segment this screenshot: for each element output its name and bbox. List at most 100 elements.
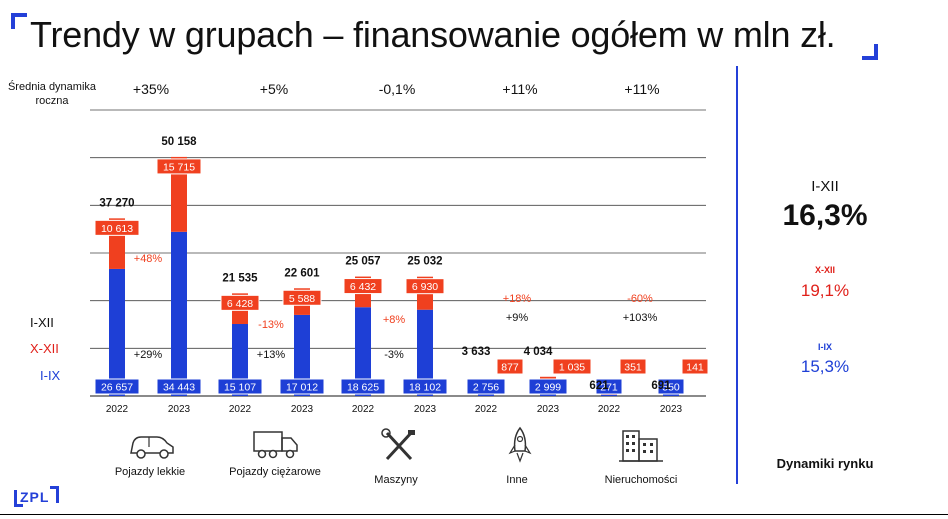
i-ix-value-label: 26 657 (101, 382, 133, 394)
i-ix-value-label: 2 999 (535, 382, 561, 394)
logo: ZPL (20, 489, 50, 505)
category-label-pojazdy-ciezarowe: Pojazdy ciężarowe (229, 466, 321, 478)
year-label: 2023 (660, 404, 683, 415)
year-label: 2022 (106, 404, 129, 415)
market-full-label: I-XII (811, 178, 839, 195)
market-q13-label: I-IX (817, 342, 832, 352)
x-xii-value-box (282, 289, 322, 306)
year-label: 2023 (168, 404, 191, 415)
x-xii-value-box (220, 294, 260, 311)
dynamics-i-ix: +103% (623, 312, 658, 324)
rocket-icon (495, 425, 545, 465)
x-xii-value-box (681, 358, 709, 375)
i-ix-value-label: 34 443 (163, 382, 195, 394)
i-ix-value-box (217, 378, 263, 395)
total-value-label: 25 032 (407, 256, 442, 268)
year-label: 2023 (291, 404, 314, 415)
year-label: 2022 (352, 404, 375, 415)
i-ix-value-box (657, 378, 685, 395)
x-xii-value-label: 351 (624, 362, 642, 374)
building-icon (617, 425, 667, 465)
total-value-label: 37 270 (99, 197, 134, 209)
x-xii-value-label: 5 588 (289, 293, 315, 305)
avg-growth-inne: +11% (502, 81, 538, 97)
year-label: 2022 (229, 404, 252, 415)
bar-i-ix (355, 307, 371, 396)
dynamics-i-ix: +13% (257, 349, 286, 361)
logo-bracket-right (50, 486, 59, 503)
category-label-nieruchomosci: Nieruchomości (604, 474, 678, 486)
year-label: 2023 (414, 404, 437, 415)
market-q13-value: 15,3% (800, 357, 850, 376)
dynamics-x-xii: +8% (383, 314, 406, 326)
bar-i-ix (171, 231, 187, 396)
bar-i-ix (232, 323, 248, 396)
dynamics-i-ix: -3% (384, 349, 404, 361)
x-xii-value-box (552, 358, 592, 375)
i-ix-value-label: 17 012 (286, 382, 318, 394)
i-ix-value-label: 2 756 (473, 382, 499, 394)
i-ix-value-box (279, 378, 325, 395)
dynamics-x-xii: -13% (258, 319, 284, 331)
i-ix-value-label: 15 107 (224, 382, 256, 394)
x-xii-value-box (343, 278, 383, 295)
avg-growth-maszyny: -0,1% (378, 81, 416, 97)
i-ix-value-box (402, 378, 448, 395)
x-xii-value-label: 6 432 (350, 281, 376, 293)
category-label-pojazdy-lekkie: Pojazdy lekkie (114, 466, 186, 478)
total-value-label: 621 (589, 380, 609, 392)
avg-dynamics-label: Średnia dynamika roczna (7, 81, 97, 107)
dynamics-x-xii: -60% (627, 293, 653, 305)
bar-i-ix (294, 314, 310, 396)
total-value-label: 21 535 (222, 272, 258, 284)
total-value-label: 50 158 (161, 136, 197, 148)
avg-growth-pojazdy-lekkie: +35% (132, 81, 170, 97)
truck-icon (251, 427, 301, 467)
category-label-inne: Inne (506, 474, 528, 486)
i-ix-value-box (156, 378, 202, 395)
tools-icon (375, 427, 425, 467)
i-ix-value-box (595, 378, 623, 395)
year-label: 2022 (475, 404, 498, 415)
i-ix-value-box (528, 378, 568, 395)
x-xii-value-box (619, 358, 647, 375)
total-value-label: 691 (651, 380, 671, 392)
i-ix-value-box (94, 378, 140, 395)
x-xii-value-box (496, 358, 524, 375)
x-xii-value-label: 141 (686, 362, 704, 374)
i-ix-value-label: 271 (600, 382, 618, 394)
bottom-rule (0, 514, 948, 515)
avg-growth-nieruchomosci: +11% (624, 81, 660, 97)
page-title: Trendy w grupach – finansowanie ogółem w… (30, 14, 836, 55)
bar-i-ix (109, 268, 125, 396)
title-corner-top-left (11, 13, 27, 29)
divider-line (736, 66, 738, 484)
car-icon (127, 427, 177, 467)
category-label-maszyny: Maszyny (374, 474, 418, 486)
market-q4-label: X-XII (814, 265, 835, 275)
total-value-label: 25 057 (345, 256, 380, 268)
dynamics-i-ix: +29% (134, 349, 163, 361)
bar-i-ix (417, 309, 433, 396)
i-ix-value-label: 18 102 (409, 382, 441, 394)
bar-i-ix (663, 393, 679, 396)
x-xii-value-box (156, 158, 202, 175)
x-xii-value-box (94, 219, 140, 236)
year-label: 2022 (598, 404, 621, 415)
x-xii-value-label: 1 035 (559, 362, 585, 374)
x-xii-value-label: 877 (501, 362, 519, 374)
bar-i-ix (601, 394, 617, 396)
legend-i-ix: I-IX (40, 368, 61, 383)
dynamics-x-xii: +48% (134, 253, 163, 265)
x-xii-value-label: 15 715 (163, 161, 195, 173)
legend-x-xii: X-XII (30, 341, 59, 356)
market-full-value: 16,3% (782, 199, 868, 232)
market-dynamics-label: Dynamiki rynku (776, 456, 874, 471)
market-q4-value: 19,1% (800, 281, 850, 300)
i-ix-value-label: 18 625 (347, 382, 379, 394)
legend-i-xii: I-XII (30, 315, 54, 330)
logo-bracket-left (14, 490, 23, 507)
total-value-label: 22 601 (284, 267, 320, 279)
avg-growth-pojazdy-ciezarowe: +5% (259, 81, 289, 97)
